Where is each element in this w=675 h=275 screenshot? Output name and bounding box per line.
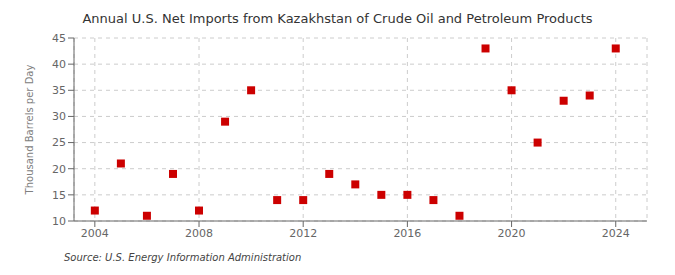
svg-text:35: 35 [52, 84, 66, 97]
html-text:Source: U.S. Energy Informatio: Source: U.S. Energy Information Administ… [64, 252, 302, 263]
svg-text:2024: 2024 [602, 227, 630, 240]
html-text:Annual U.S. Net Imports from K: Annual U.S. Net Imports from Kazakhstan … [82, 11, 593, 26]
svg-text:2016: 2016 [393, 227, 421, 240]
svg-text:40: 40 [52, 58, 66, 71]
svg-text:2020: 2020 [498, 227, 526, 240]
svg-text:2012: 2012 [289, 227, 317, 240]
svg-text:15: 15 [52, 189, 66, 202]
svg-text:30: 30 [52, 110, 66, 123]
svg-text:25: 25 [52, 136, 66, 149]
svg-text:45: 45 [52, 32, 66, 45]
svg-text:Thousand Barrels per Day: Thousand Barrels per Day [24, 65, 35, 196]
svg-text:20: 20 [52, 163, 66, 176]
svg-text:2004: 2004 [81, 227, 109, 240]
svg-text:2008: 2008 [185, 227, 213, 240]
svg-text:10: 10 [52, 215, 66, 228]
